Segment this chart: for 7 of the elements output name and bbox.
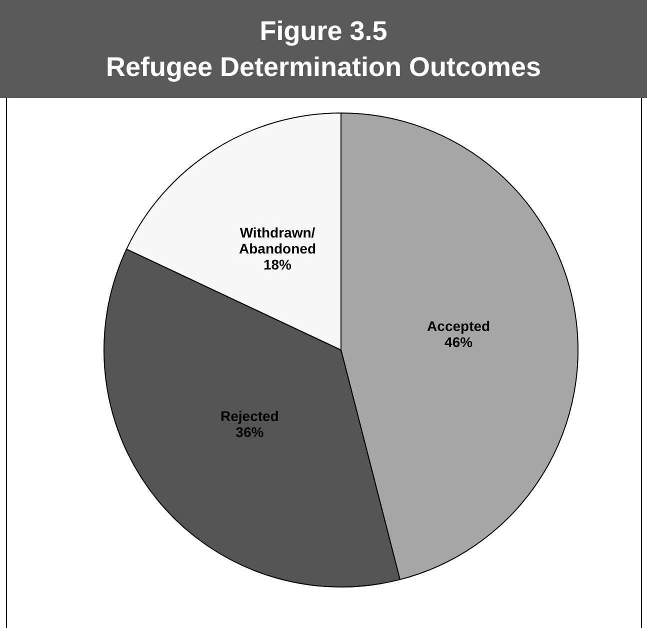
chart-title: Figure 3.5 Refugee Determination Outcomes	[104, 15, 542, 84]
data-label: 18%	[263, 256, 292, 273]
data-label: 36%	[236, 424, 264, 440]
slice-label: Rejected	[220, 408, 279, 424]
slice-label: Withdrawn/ Abandoned	[239, 224, 316, 257]
data-label: 46%	[444, 334, 474, 350]
slice-label: Accepted	[427, 318, 490, 334]
